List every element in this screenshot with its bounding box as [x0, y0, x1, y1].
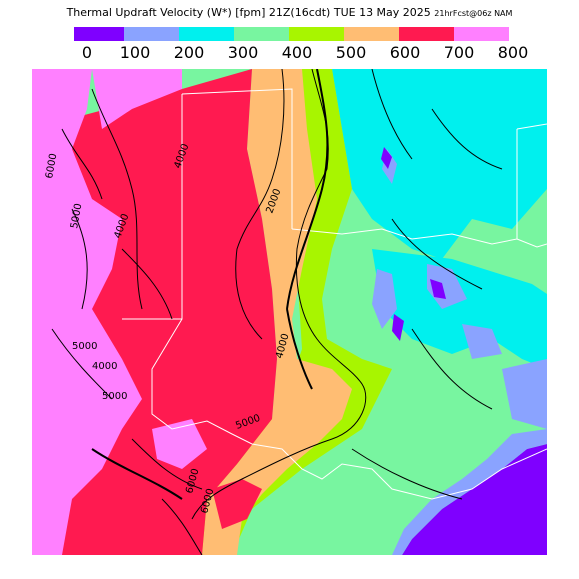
contour-label-1: 6000	[44, 153, 59, 180]
legend-tick-200: 200	[173, 43, 205, 62]
color-legend: 0 100 200 300 400 500 600 700 800	[74, 27, 534, 65]
zone-400-500	[187, 69, 392, 555]
legend-swatch-200-300	[179, 27, 234, 41]
contour-label-11: 5000	[102, 391, 127, 402]
legend-tick-800: 800	[497, 43, 529, 62]
contour-label-2: 5000	[69, 203, 84, 230]
zone-700-800-north	[92, 69, 182, 129]
zone-700-800	[32, 69, 142, 555]
legend-tick-0: 0	[81, 43, 93, 62]
zone-100-200-coast	[392, 429, 547, 555]
contour-label-10: 4000	[92, 361, 117, 372]
zone-100-200-b	[372, 269, 397, 329]
zone-200-300-mid	[372, 249, 547, 369]
zone-0-100-coast	[402, 444, 547, 555]
legend-tick-300: 300	[227, 43, 259, 62]
legend-swatch-100-200	[124, 27, 179, 41]
zone-100-200-d	[462, 324, 502, 359]
legend-tick-100: 100	[119, 43, 151, 62]
contour-lines	[51, 69, 503, 555]
zone-0-100-b	[392, 314, 404, 341]
zone-0-100-a	[381, 147, 392, 169]
legend-tick-700: 700	[443, 43, 475, 62]
zone-700-800-south	[152, 419, 207, 469]
zone-200-300-north	[332, 69, 547, 259]
map-title: Thermal Updraft Velocity (W*) [fpm] 21Z(…	[0, 6, 579, 19]
legend-swatch-700-800	[454, 27, 509, 41]
legend-swatch-400-500	[289, 27, 344, 41]
zone-100-200-c	[427, 264, 467, 309]
updraft-map: 6000 5000 4000 4000 2000 4000 5000 6000 …	[32, 69, 547, 555]
legend-swatch-500-600	[344, 27, 399, 41]
zone-500-600	[202, 69, 352, 555]
contour-lines-thick	[91, 69, 329, 500]
title-text: Thermal Updraft Velocity (W*) [fpm] 21Z(…	[66, 6, 431, 19]
legend-swatch-600-700	[399, 27, 454, 41]
legend-swatch-0-100	[74, 27, 124, 41]
forecast-text: 21hrFcst@06z NAM	[434, 9, 513, 18]
legend-tick-500: 500	[335, 43, 367, 62]
contour-label-12: 5000	[72, 341, 97, 352]
legend-tick-400: 400	[281, 43, 313, 62]
legend-tick-600: 600	[389, 43, 421, 62]
legend-swatch-300-400	[234, 27, 289, 41]
state-boundaries	[122, 88, 547, 500]
zone-600-700-south	[212, 479, 262, 529]
zone-100-200-e	[502, 359, 547, 429]
zone-0-100-c	[430, 279, 446, 299]
